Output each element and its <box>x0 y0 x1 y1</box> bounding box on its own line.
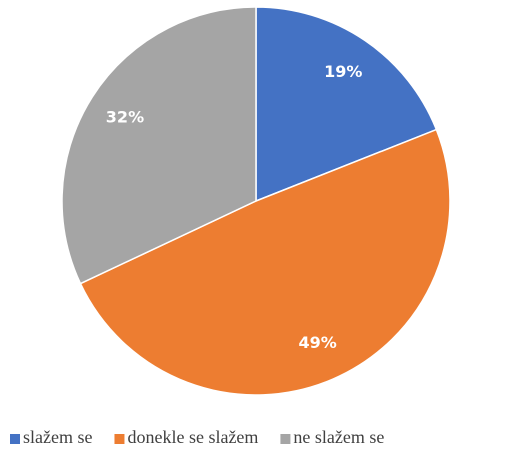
pie-slice <box>61 6 257 285</box>
legend-swatch <box>114 434 125 444</box>
pie-slice <box>255 6 438 203</box>
legend-label: donekle se slažem <box>127 427 258 447</box>
legend-label: slažem se <box>23 427 92 447</box>
legend-swatch <box>10 434 20 444</box>
data-label: 32% <box>106 107 144 126</box>
legend-swatch <box>280 434 291 444</box>
data-label: 49% <box>298 333 336 352</box>
data-label: 19% <box>324 62 362 81</box>
legend-label: ne slažem se <box>293 427 384 447</box>
pie-slice <box>79 128 451 396</box>
